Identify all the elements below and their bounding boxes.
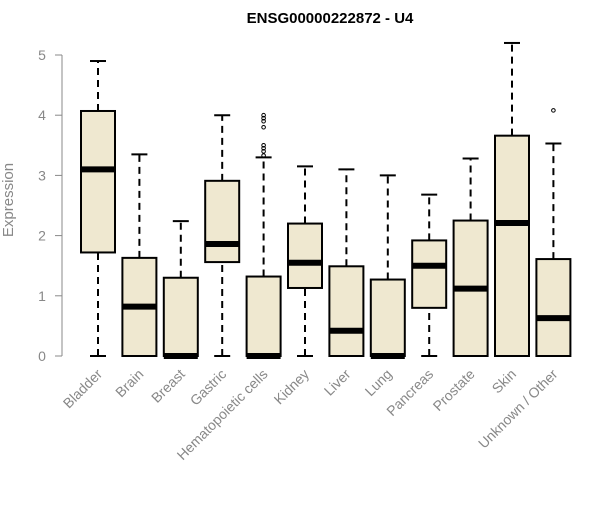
box-group bbox=[80, 60, 116, 357]
box-group bbox=[535, 108, 572, 357]
box-group bbox=[121, 153, 158, 357]
chart-title: ENSG00000222872 - U4 bbox=[247, 10, 414, 27]
outlier-point bbox=[261, 146, 266, 151]
box-iqr bbox=[287, 222, 323, 289]
y-axis: 0 1 2 3 4 5 bbox=[38, 47, 63, 364]
y-tick-label: 0 bbox=[38, 348, 46, 364]
x-tick-label: Brain bbox=[112, 366, 146, 400]
y-tick-label: 3 bbox=[38, 167, 46, 183]
box-iqr bbox=[369, 278, 406, 357]
box-iqr bbox=[80, 109, 116, 254]
outlier-point bbox=[261, 143, 266, 148]
boxes-layer bbox=[80, 41, 572, 359]
box-group bbox=[245, 112, 282, 359]
box-group bbox=[328, 168, 365, 357]
x-tick-label: Lung bbox=[362, 366, 395, 399]
box-iqr bbox=[535, 258, 572, 357]
x-tick-label: Prostate bbox=[430, 366, 478, 414]
box-group bbox=[494, 41, 530, 357]
box-group bbox=[411, 193, 448, 357]
y-tick-label: 1 bbox=[38, 288, 46, 304]
y-tick-label: 2 bbox=[38, 228, 46, 244]
outlier-point bbox=[261, 115, 266, 121]
outlier-point bbox=[261, 118, 266, 124]
outlier-point bbox=[551, 108, 556, 113]
y-tick-label: 5 bbox=[38, 47, 46, 63]
box-iqr bbox=[204, 179, 241, 264]
box-group bbox=[369, 174, 406, 359]
x-tick-label: Kidney bbox=[271, 366, 313, 408]
y-axis-label: Expression bbox=[0, 163, 17, 237]
x-tick-label: Bladder bbox=[60, 366, 106, 412]
box-group bbox=[452, 157, 489, 357]
box-iqr bbox=[494, 134, 530, 357]
outlier-point bbox=[261, 112, 266, 118]
box-group bbox=[287, 165, 323, 357]
outlier-point bbox=[261, 149, 266, 154]
box-iqr bbox=[245, 275, 282, 358]
box-iqr bbox=[411, 239, 448, 309]
outlier-point bbox=[261, 153, 266, 158]
x-tick-label: Breast bbox=[148, 366, 188, 406]
x-tick-label: Liver bbox=[321, 366, 354, 399]
box-iqr bbox=[162, 276, 199, 357]
box-group bbox=[204, 114, 241, 357]
x-tick-label: Unknown / Other bbox=[475, 366, 561, 452]
box-iqr bbox=[328, 265, 365, 357]
x-tick-label: Skin bbox=[489, 366, 520, 397]
y-tick-label: 4 bbox=[38, 107, 46, 123]
outlier-point bbox=[261, 124, 266, 130]
box-group bbox=[162, 220, 199, 359]
